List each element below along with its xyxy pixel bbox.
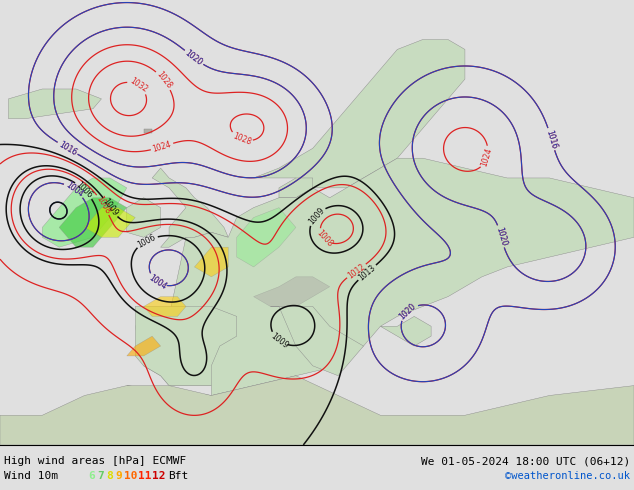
Polygon shape <box>8 89 101 119</box>
Polygon shape <box>152 168 228 247</box>
Polygon shape <box>195 247 228 277</box>
Text: 6: 6 <box>88 471 94 481</box>
Polygon shape <box>59 198 127 247</box>
Text: 1006: 1006 <box>74 180 94 200</box>
Text: Bft: Bft <box>168 471 188 481</box>
Text: 10: 10 <box>124 471 138 481</box>
Polygon shape <box>236 208 296 267</box>
Text: 1020: 1020 <box>398 301 418 321</box>
Text: 12: 12 <box>152 471 165 481</box>
Polygon shape <box>254 277 330 307</box>
Polygon shape <box>279 178 313 198</box>
Polygon shape <box>84 208 135 237</box>
Text: 1008: 1008 <box>314 229 334 249</box>
Text: 1006: 1006 <box>136 232 157 249</box>
Polygon shape <box>127 336 160 356</box>
Text: 1004: 1004 <box>64 180 85 199</box>
Polygon shape <box>254 40 465 188</box>
Text: 1020: 1020 <box>398 301 418 321</box>
Text: 1020: 1020 <box>494 226 508 247</box>
Text: 1016: 1016 <box>545 129 559 149</box>
Text: 1024: 1024 <box>480 147 494 168</box>
Text: 1012: 1012 <box>346 262 367 280</box>
Text: 1020: 1020 <box>494 226 508 247</box>
Text: 9: 9 <box>115 471 122 481</box>
Text: 1028: 1028 <box>155 70 174 91</box>
Text: 1016: 1016 <box>57 140 78 157</box>
Text: 1004: 1004 <box>147 273 169 291</box>
Text: 1004: 1004 <box>147 273 169 291</box>
Text: 1016: 1016 <box>545 129 559 149</box>
Polygon shape <box>42 178 127 247</box>
Text: 1020: 1020 <box>183 48 204 67</box>
Text: 1008: 1008 <box>94 194 112 215</box>
Text: 8: 8 <box>106 471 113 481</box>
Text: 1032: 1032 <box>127 76 149 95</box>
Text: 1009: 1009 <box>306 205 326 226</box>
Polygon shape <box>135 307 236 386</box>
Text: We 01-05-2024 18:00 UTC (06+12): We 01-05-2024 18:00 UTC (06+12) <box>421 456 630 466</box>
Text: 1013: 1013 <box>357 263 377 282</box>
Polygon shape <box>271 307 363 376</box>
Polygon shape <box>144 296 186 317</box>
Text: 1004: 1004 <box>64 180 85 199</box>
Polygon shape <box>127 198 160 237</box>
Text: 1020: 1020 <box>183 48 204 67</box>
Text: 1009: 1009 <box>269 331 290 350</box>
Polygon shape <box>144 128 152 133</box>
Text: 7: 7 <box>97 471 104 481</box>
Text: High wind areas [hPa] ECMWF: High wind areas [hPa] ECMWF <box>4 456 186 466</box>
Text: ©weatheronline.co.uk: ©weatheronline.co.uk <box>505 471 630 481</box>
Text: Wind 10m: Wind 10m <box>4 471 58 481</box>
Text: 1028: 1028 <box>231 131 252 147</box>
Polygon shape <box>380 317 431 346</box>
Text: 1009: 1009 <box>101 197 120 218</box>
Polygon shape <box>127 158 634 395</box>
Polygon shape <box>0 376 634 445</box>
Text: 1024: 1024 <box>152 140 172 154</box>
Text: 1016: 1016 <box>57 140 78 157</box>
Text: 11: 11 <box>138 471 152 481</box>
